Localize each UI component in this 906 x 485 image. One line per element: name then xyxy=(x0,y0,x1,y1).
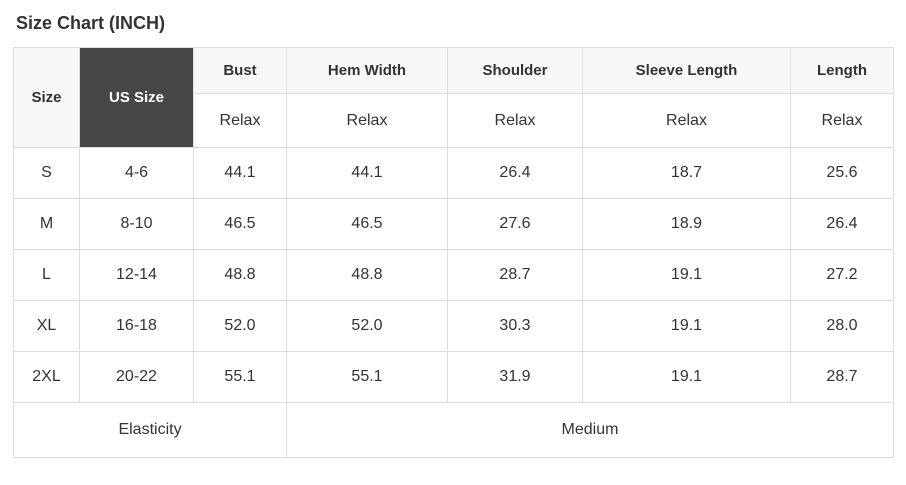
hem-width-cell: 44.1 xyxy=(286,147,448,199)
sleeve-length-column-header: Sleeve Length xyxy=(582,47,791,94)
elasticity-row: Elasticity Medium xyxy=(13,402,894,458)
us-size-cell: 8-10 xyxy=(79,198,194,250)
us-size-cell: 16-18 xyxy=(79,300,194,352)
size-column-header: Size xyxy=(13,47,80,148)
table-row-xl: XL 16-18 52.0 52.0 30.3 19.1 28.0 xyxy=(13,300,894,352)
hem-width-cell: 52.0 xyxy=(286,300,448,352)
us-size-cell: 20-22 xyxy=(79,351,194,403)
shoulder-cell: 27.6 xyxy=(447,198,583,250)
table-row-m: M 8-10 46.5 46.5 27.6 18.9 26.4 xyxy=(13,198,894,250)
sleeve-length-cell: 19.1 xyxy=(582,300,791,352)
length-cell: 28.0 xyxy=(790,300,894,352)
sleeve-length-cell: 18.7 xyxy=(582,147,791,199)
length-column-header: Length xyxy=(790,47,894,94)
hem-width-cell: 55.1 xyxy=(286,351,448,403)
length-cell: 27.2 xyxy=(790,249,894,301)
sleeve-length-cell: 19.1 xyxy=(582,249,791,301)
size-cell: XL xyxy=(13,300,80,352)
us-size-cell: 12-14 xyxy=(79,249,194,301)
hem-width-cell: 48.8 xyxy=(286,249,448,301)
elasticity-value-cell: Medium xyxy=(286,402,894,458)
sleeve-length-cell: 18.9 xyxy=(582,198,791,250)
shoulder-cell: 31.9 xyxy=(447,351,583,403)
fit-cell-length: Relax xyxy=(790,93,894,148)
size-chart-table: Size US Size Bust Hem Width Shoulder Sle… xyxy=(13,47,894,458)
bust-column-header: Bust xyxy=(193,47,287,94)
bust-cell: 46.5 xyxy=(193,198,287,250)
fit-cell-sleeve-length: Relax xyxy=(582,93,791,148)
sleeve-length-cell: 19.1 xyxy=(582,351,791,403)
table-row-s: S 4-6 44.1 44.1 26.4 18.7 25.6 xyxy=(13,147,894,199)
shoulder-cell: 30.3 xyxy=(447,300,583,352)
bust-cell: 52.0 xyxy=(193,300,287,352)
size-cell: 2XL xyxy=(13,351,80,403)
fit-cell-shoulder: Relax xyxy=(447,93,583,148)
shoulder-cell: 28.7 xyxy=(447,249,583,301)
bust-cell: 44.1 xyxy=(193,147,287,199)
header-row-measures: Size US Size Bust Hem Width Shoulder Sle… xyxy=(13,47,894,148)
bust-cell: 55.1 xyxy=(193,351,287,403)
table-row-l: L 12-14 48.8 48.8 28.7 19.1 27.2 xyxy=(13,249,894,301)
bust-cell: 48.8 xyxy=(193,249,287,301)
hem-width-column-header: Hem Width xyxy=(286,47,448,94)
table-row-2xl: 2XL 20-22 55.1 55.1 31.9 19.1 28.7 xyxy=(13,351,894,403)
size-cell: L xyxy=(13,249,80,301)
fit-cell-hem-width: Relax xyxy=(286,93,448,148)
page-title: Size Chart (INCH) xyxy=(16,13,166,33)
us-size-cell: 4-6 xyxy=(79,147,194,199)
elasticity-label-cell: Elasticity xyxy=(13,402,287,458)
hem-width-cell: 46.5 xyxy=(286,198,448,250)
us-size-column-header: US Size xyxy=(79,47,194,148)
shoulder-cell: 26.4 xyxy=(447,147,583,199)
length-cell: 28.7 xyxy=(790,351,894,403)
size-cell: S xyxy=(13,147,80,199)
header-row-fit: Relax Relax Relax Relax Relax xyxy=(14,93,894,148)
length-cell: 25.6 xyxy=(790,147,894,199)
fit-cell-bust: Relax xyxy=(193,93,287,148)
length-cell: 26.4 xyxy=(790,198,894,250)
size-cell: M xyxy=(13,198,80,250)
shoulder-column-header: Shoulder xyxy=(447,47,583,94)
